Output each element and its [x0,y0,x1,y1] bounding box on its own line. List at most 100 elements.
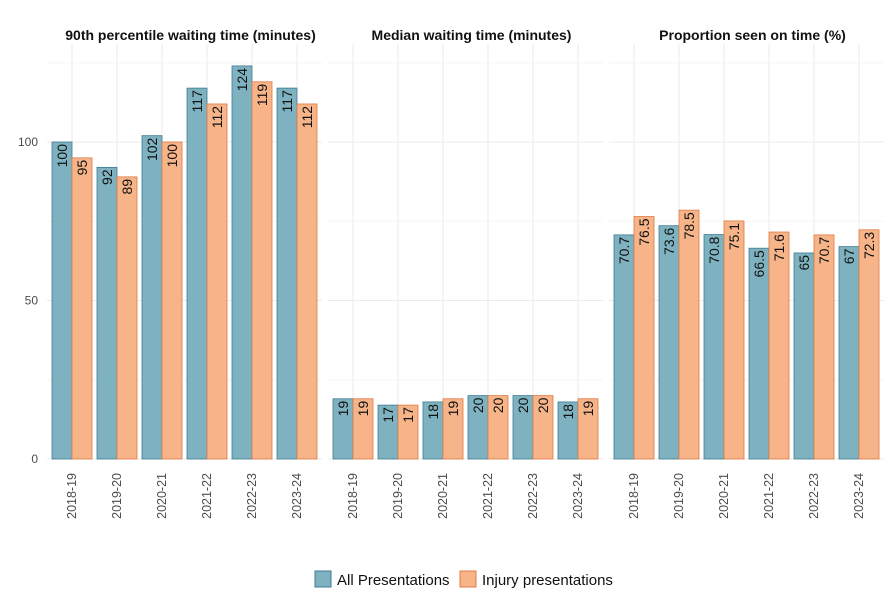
x-tick-label: 2021-22 [481,473,495,519]
data-label: 119 [254,84,270,107]
bar-injury-2018-19 [352,398,374,460]
data-label: 18 [560,404,576,420]
bar-all-2023-24 [276,87,298,460]
data-label: 20 [470,397,486,413]
data-label: 78.5 [681,212,697,239]
data-label: 92 [99,169,115,185]
y-tick-label: 0 [31,452,38,466]
data-label: 73.6 [661,227,677,254]
data-label: 20 [515,397,531,413]
bar-all-2021-22 [748,247,770,460]
x-tick-label: 2022-23 [245,473,259,519]
bar-injury-2023-24 [296,103,318,460]
panel-title: Proportion seen on time (%) [659,27,846,43]
data-label: 102 [144,137,160,161]
x-tick-label: 2018-19 [346,473,360,519]
data-label: 17 [380,407,396,423]
bar-injury-2018-19 [633,216,655,460]
x-tick-label: 2023-24 [852,473,866,519]
y-tick-label: 100 [18,135,38,149]
bar-injury-2021-22 [768,231,790,460]
bar-injury-2018-19 [71,157,93,460]
data-label: 67 [841,248,857,264]
bar-injury-2019-20 [116,176,138,460]
data-label: 100 [164,144,180,168]
bar-injury-2020-21 [442,398,464,460]
bar-injury-2019-20 [678,209,700,460]
bar-injury-2022-23 [532,395,554,460]
x-tick-label: 2019-20 [391,473,405,519]
bar-all-2022-23 [793,252,815,460]
bar-injury-2020-21 [161,141,183,460]
panel-1: 90th percentile waiting time (minutes) 0 5… [18,27,322,519]
bar-all-2018-19 [51,141,73,460]
data-label: 72.3 [861,232,877,259]
data-label: 71.6 [771,234,787,261]
data-label: 20 [490,397,506,413]
legend-label-all: All Presentations [337,572,450,589]
x-tick-label: 2019-20 [672,473,686,519]
data-label: 19 [335,401,351,417]
x-tick-label: 2018-19 [65,473,79,519]
data-label: 70.7 [616,237,632,264]
bar-injury-2022-23 [813,234,835,460]
x-tick-label: 2020-21 [436,473,450,519]
bar-injury-2023-24 [577,398,599,460]
legend-swatch-all [314,570,332,588]
data-label: 75.1 [726,223,742,250]
data-label: 19 [355,401,371,417]
data-label: 66.5 [751,250,767,277]
panel-title: Median waiting time (minutes) [372,27,572,43]
bar-all-2019-20 [96,166,118,460]
bar-all-2020-21 [703,234,725,460]
data-label: 17 [400,407,416,423]
x-tick-label: 2022-23 [807,473,821,519]
bar-all-2020-21 [141,135,163,460]
x-tick-label: 2021-22 [200,473,214,519]
bar-injury-2019-20 [397,404,419,460]
bar-all-2019-20 [658,225,680,460]
data-label: 89 [119,179,135,195]
data-label: 19 [580,401,596,417]
data-label: 117 [279,90,295,113]
panel-2: Median waiting time (minutes)19 192018-19… [328,27,603,519]
bar-injury-2021-22 [487,395,509,460]
panel-title: 90th percentile waiting time (minutes) [65,27,316,43]
x-tick-label: 2019-20 [110,473,124,519]
panel-3: Proportion seen on time (%)70.776.52018-… [609,27,884,519]
data-label: 112 [209,106,225,129]
x-tick-label: 2018-19 [627,473,641,519]
legend-label-injury: Injury presentations [482,572,613,589]
bar-injury-2022-23 [251,81,273,460]
bar-all-2018-19 [613,234,635,460]
data-label: 100 [54,144,70,168]
data-label: 70.8 [706,236,722,263]
data-label: 65 [796,255,812,271]
bar-all-2023-24 [838,246,860,460]
data-label: 124 [234,68,250,92]
data-label: 70.7 [816,237,832,264]
data-label: 95 [74,160,90,176]
bar-injury-2021-22 [206,103,228,460]
data-label: 18 [425,404,441,420]
data-label: 117 [189,90,205,113]
x-tick-label: 2023-24 [290,473,304,519]
bar-injury-2023-24 [858,229,880,460]
legend-swatch-injury [459,570,477,588]
data-label: 19 [445,401,461,417]
x-tick-label: 2022-23 [526,473,540,519]
data-label: 76.5 [636,218,652,245]
data-label: 112 [299,106,315,129]
x-tick-label: 2021-22 [762,473,776,519]
legend: All Presentations Injury presentations [314,570,613,589]
x-tick-label: 2020-21 [155,473,169,519]
x-tick-label: 2023-24 [571,473,585,519]
data-label: 20 [535,397,551,413]
bar-all-2022-23 [231,65,253,460]
chart-panels: 90th percentile waiting time (minutes) 0 5… [18,27,884,519]
bar-injury-2020-21 [723,220,745,460]
x-tick-label: 2020-21 [717,473,731,519]
y-tick-label: 50 [25,294,39,308]
bar-all-2021-22 [186,87,208,460]
